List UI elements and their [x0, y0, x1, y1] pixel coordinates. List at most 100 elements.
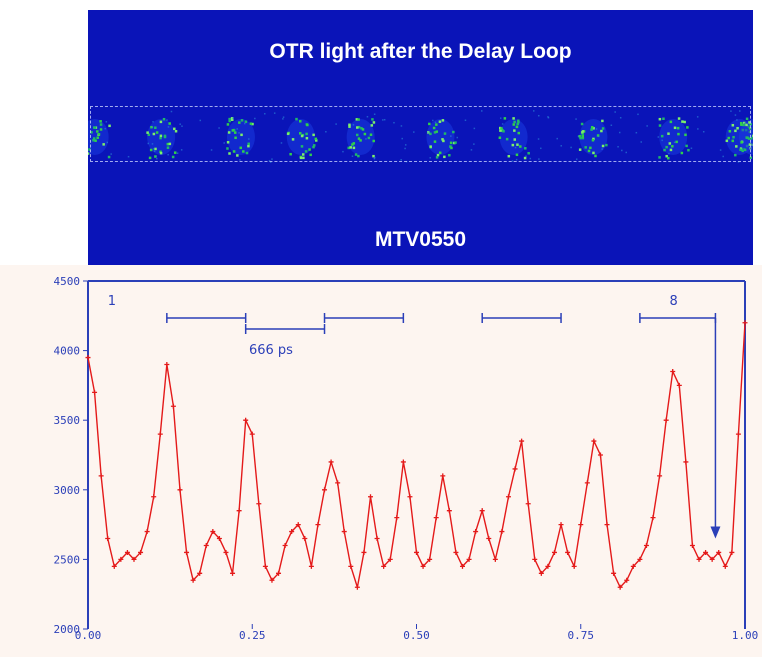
light-spot-pixel — [685, 144, 688, 148]
data-point — [597, 452, 603, 458]
noise-pixel — [152, 121, 154, 123]
light-spot-pixel — [512, 117, 515, 120]
y-tick-label: 2000 — [54, 623, 81, 636]
light-spot-pixel — [505, 137, 509, 141]
light-spot-pixel — [515, 153, 519, 157]
noise-pixel — [696, 116, 699, 118]
light-spot-pixel — [291, 138, 295, 141]
data-point — [716, 549, 722, 555]
noise-pixel — [640, 141, 642, 143]
noise-pixel — [690, 147, 693, 149]
light-spot-pixel — [512, 123, 515, 126]
light-spot-pixel — [732, 135, 735, 139]
y-tick-label: 3500 — [54, 414, 81, 427]
noise-pixel — [525, 155, 527, 157]
light-spot-pixel — [740, 123, 743, 126]
light-spot-pixel — [734, 129, 737, 133]
light-spot-pixel — [367, 136, 371, 140]
data-point — [400, 459, 406, 465]
light-spot-pixel — [360, 127, 363, 130]
light-spot-pixel — [152, 132, 156, 136]
light-spot-pixel — [314, 137, 318, 141]
noise-pixel — [335, 123, 337, 125]
light-spot-pixel — [308, 148, 311, 151]
light-spot-pixel — [305, 136, 309, 140]
light-spot-pixel — [591, 138, 595, 142]
data-point — [295, 522, 301, 528]
data-point — [427, 556, 433, 562]
noise-pixel — [280, 142, 283, 144]
light-spot-pixel — [370, 124, 374, 127]
noise-pixel — [180, 149, 183, 151]
data-point — [630, 563, 636, 569]
light-spot-pixel — [108, 124, 111, 128]
noise-pixel — [282, 118, 284, 120]
light-spot-pixel — [513, 138, 516, 141]
light-spot-pixel — [662, 117, 665, 121]
light-spot-pixel — [304, 150, 308, 153]
data-point — [269, 577, 275, 583]
light-spot-pixel — [739, 148, 742, 151]
noise-pixel — [393, 121, 395, 124]
light-spot-pixel — [596, 134, 600, 137]
light-spot-pixel — [372, 139, 375, 143]
noise-pixel — [540, 147, 542, 150]
noise-pixel — [621, 149, 623, 152]
noise-pixel — [657, 136, 660, 138]
noise-pixel — [127, 155, 130, 158]
data-point — [584, 480, 590, 486]
noise-pixel — [547, 116, 550, 119]
light-spot-pixel — [174, 129, 178, 133]
data-point — [473, 529, 479, 535]
data-point — [722, 563, 728, 569]
light-spot-pixel — [369, 133, 373, 136]
data-point — [223, 549, 229, 555]
light-spot-pixel — [300, 145, 304, 148]
data-point — [118, 556, 124, 562]
data-point — [105, 536, 111, 542]
data-point — [407, 494, 413, 500]
light-spot-pixel — [166, 146, 170, 149]
data-point — [414, 549, 419, 555]
noise-pixel — [167, 126, 170, 128]
light-spot-pixel — [99, 120, 102, 123]
data-point — [361, 549, 367, 555]
noise-pixel — [181, 125, 183, 127]
noise-pixel — [106, 141, 109, 144]
light-spot-pixel — [355, 118, 359, 121]
light-spot-pixel — [579, 136, 582, 140]
data-point — [197, 570, 203, 576]
arrow-head — [710, 526, 721, 539]
light-spot-pixel — [677, 117, 681, 120]
peak-8-label: 8 — [669, 294, 677, 309]
noise-pixel — [151, 126, 154, 129]
data-point — [348, 563, 354, 569]
y-tick-label: 4000 — [54, 345, 81, 358]
noise-pixel — [635, 131, 638, 134]
camera-spots-layer — [88, 110, 753, 163]
light-spot-pixel — [673, 126, 677, 130]
noise-pixel — [601, 148, 603, 150]
light-spot-pixel — [745, 136, 748, 139]
data-point — [256, 501, 262, 507]
light-spot-pixel — [578, 135, 581, 138]
noise-pixel — [151, 143, 154, 145]
noise-pixel — [537, 114, 540, 117]
light-spot-pixel — [658, 117, 662, 121]
light-spot-pixel — [245, 151, 249, 155]
data-point — [374, 536, 380, 542]
light-spot-pixel — [524, 147, 527, 150]
noise-pixel — [413, 131, 415, 133]
light-spot-pixel — [301, 153, 305, 156]
noise-pixel — [619, 116, 622, 119]
data-point — [637, 556, 643, 562]
light-spot-pixel — [299, 120, 302, 123]
x-tick-label: 0.75 — [568, 629, 595, 642]
light-spot-pixel — [159, 136, 162, 140]
light-spot-pixel — [600, 129, 603, 133]
noise-pixel — [456, 136, 459, 139]
light-spot-pixel — [668, 142, 672, 145]
noise-pixel — [575, 118, 577, 120]
light-spot-pixel — [97, 133, 101, 136]
noise-pixel — [464, 119, 467, 122]
